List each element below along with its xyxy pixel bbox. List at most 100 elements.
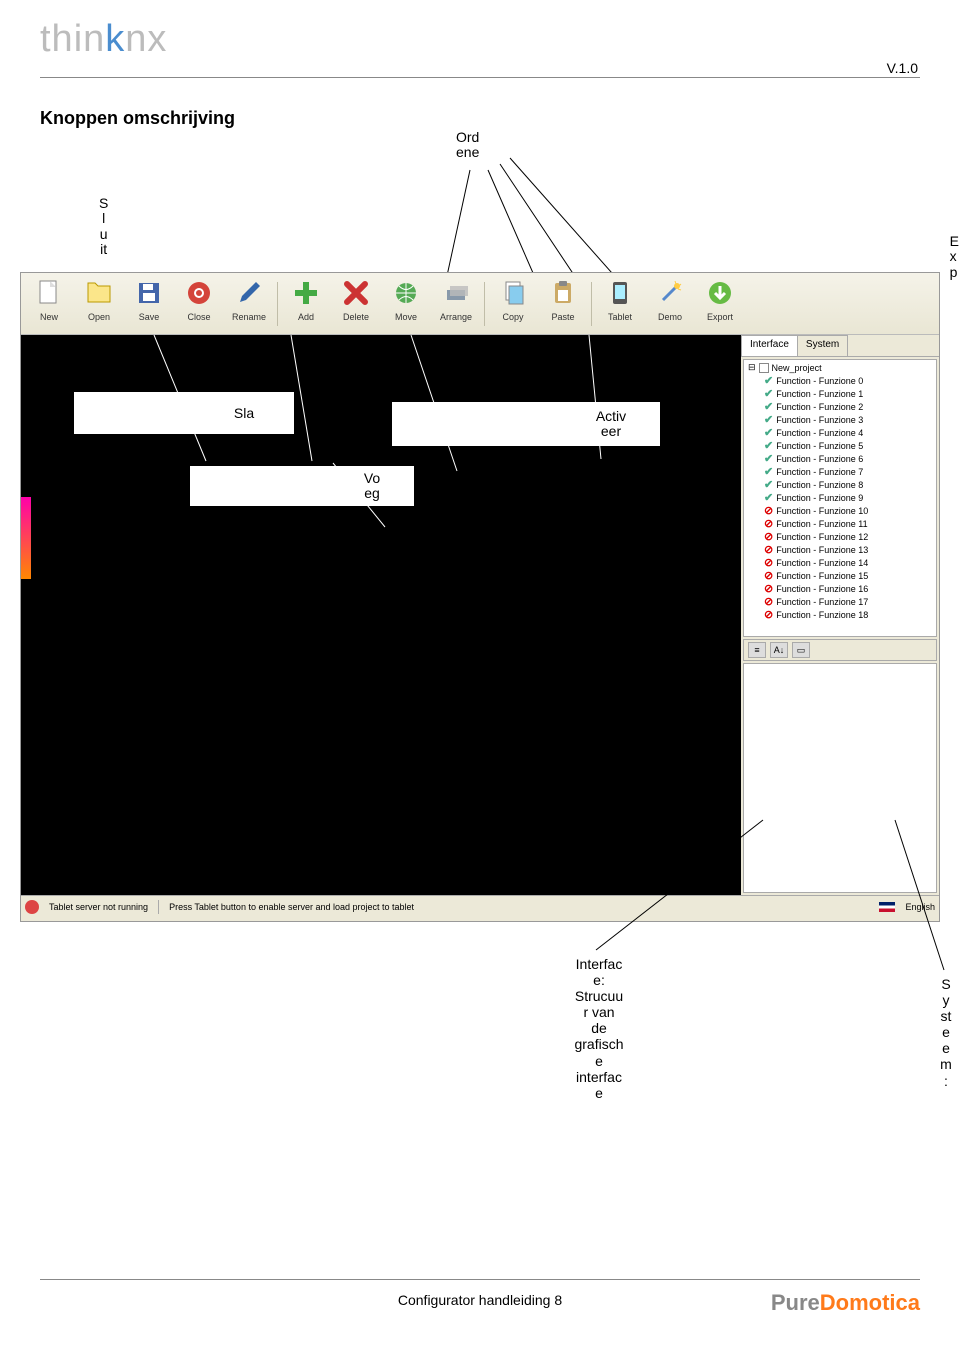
add-button[interactable]: Add bbox=[282, 276, 330, 332]
tree-item-label: Function - Funzione 0 bbox=[776, 375, 863, 388]
toolbar-label: Demo bbox=[658, 312, 682, 322]
toolbar-label: Add bbox=[298, 312, 314, 322]
export-icon bbox=[703, 276, 737, 310]
move-icon bbox=[389, 276, 423, 310]
tree-item[interactable]: ⊘Function - Funzione 12 bbox=[744, 531, 936, 544]
toolbar-label: Delete bbox=[343, 312, 369, 322]
check-icon: ✔ bbox=[764, 479, 773, 492]
close-button[interactable]: Close bbox=[175, 276, 223, 332]
tree-item-label: Function - Funzione 8 bbox=[776, 479, 863, 492]
rename-button[interactable]: Rename bbox=[225, 276, 273, 332]
tree-item[interactable]: ✔Function - Funzione 7 bbox=[744, 466, 936, 479]
check-icon: ✔ bbox=[764, 388, 773, 401]
check-icon: ✔ bbox=[764, 427, 773, 440]
check-icon: ✔ bbox=[764, 375, 773, 388]
status-lang[interactable]: English bbox=[905, 902, 935, 912]
forbidden-icon: ⊘ bbox=[764, 505, 773, 518]
save-button[interactable]: Save bbox=[125, 276, 173, 332]
tree-item-label: Function - Funzione 14 bbox=[776, 557, 868, 570]
callout-voeg: Vo eg bbox=[190, 466, 414, 506]
tree-item-label: Function - Funzione 15 bbox=[776, 570, 868, 583]
forbidden-icon: ⊘ bbox=[764, 518, 773, 531]
tree-item-label: Function - Funzione 7 bbox=[776, 466, 863, 479]
prop-cat-icon[interactable]: ≡ bbox=[748, 642, 766, 658]
toolbar-separator bbox=[591, 282, 592, 326]
toolbar-label: Paste bbox=[551, 312, 574, 322]
tree-item[interactable]: ⊘Function - Funzione 18 bbox=[744, 609, 936, 622]
move-button[interactable]: Move bbox=[382, 276, 430, 332]
toolbar-separator bbox=[277, 282, 278, 326]
tree-item-label: Function - Funzione 1 bbox=[776, 388, 863, 401]
tree-item[interactable]: ✔Function - Funzione 9 bbox=[744, 492, 936, 505]
paste-button[interactable]: Paste bbox=[539, 276, 587, 332]
tree-item[interactable]: ✔Function - Funzione 1 bbox=[744, 388, 936, 401]
property-pane bbox=[743, 663, 937, 893]
version-label: V.1.0 bbox=[887, 60, 918, 76]
forbidden-icon: ⊘ bbox=[764, 557, 773, 570]
check-icon: ✔ bbox=[764, 453, 773, 466]
section-title: Knoppen omschrijving bbox=[40, 108, 920, 129]
toolbar-label: Arrange bbox=[440, 312, 472, 322]
forbidden-icon: ⊘ bbox=[764, 531, 773, 544]
page-header: thinknx V.1.0 bbox=[0, 0, 960, 69]
tree-item[interactable]: ⊘Function - Funzione 13 bbox=[744, 544, 936, 557]
delete-button[interactable]: Delete bbox=[332, 276, 380, 332]
footer-rule bbox=[40, 1279, 920, 1280]
copy-button[interactable]: Copy bbox=[489, 276, 537, 332]
paste-icon bbox=[546, 276, 580, 310]
tree-item-label: Function - Funzione 2 bbox=[776, 401, 863, 414]
tree-item[interactable]: ✔Function - Funzione 3 bbox=[744, 414, 936, 427]
tree-item-label: Function - Funzione 5 bbox=[776, 440, 863, 453]
forbidden-icon: ⊘ bbox=[764, 544, 773, 557]
content-area: Knoppen omschrijving Ord ene S l u it E … bbox=[0, 78, 960, 129]
tree-item[interactable]: ⊘Function - Funzione 14 bbox=[744, 557, 936, 570]
tree-item[interactable]: ✔Function - Funzione 5 bbox=[744, 440, 936, 453]
tree-root[interactable]: ⊟New_project bbox=[744, 360, 936, 375]
add-icon bbox=[289, 276, 323, 310]
check-icon: ✔ bbox=[764, 466, 773, 479]
tree-item[interactable]: ⊘Function - Funzione 11 bbox=[744, 518, 936, 531]
tree-pane[interactable]: ⊟New_project✔Function - Funzione 0✔Funct… bbox=[743, 359, 937, 637]
arrange-icon bbox=[439, 276, 473, 310]
toolbar-label: Rename bbox=[232, 312, 266, 322]
delete-icon bbox=[339, 276, 373, 310]
check-icon: ✔ bbox=[764, 414, 773, 427]
tree-item-label: Function - Funzione 16 bbox=[776, 583, 868, 596]
demo-button[interactable]: Demo bbox=[646, 276, 694, 332]
toolbar-label: New bbox=[40, 312, 58, 322]
tree-item[interactable]: ✔Function - Funzione 8 bbox=[744, 479, 936, 492]
tablet-button[interactable]: Tablet bbox=[596, 276, 644, 332]
tab-system[interactable]: System bbox=[797, 335, 848, 356]
tree-item[interactable]: ✔Function - Funzione 2 bbox=[744, 401, 936, 414]
new-button[interactable]: New bbox=[25, 276, 73, 332]
tab-interface[interactable]: Interface bbox=[741, 335, 798, 356]
demo-icon bbox=[653, 276, 687, 310]
tree-item[interactable]: ⊘Function - Funzione 17 bbox=[744, 596, 936, 609]
tree-item[interactable]: ✔Function - Funzione 6 bbox=[744, 453, 936, 466]
new-icon bbox=[32, 276, 66, 310]
label-sluit: S l u it bbox=[99, 196, 108, 258]
prop-page-icon[interactable]: ▭ bbox=[792, 642, 810, 658]
thinknx-logo: thinknx bbox=[40, 18, 920, 61]
tree-item[interactable]: ⊘Function - Funzione 16 bbox=[744, 583, 936, 596]
annotation-interface: Interfac e: Strucuu r van de grafisch e … bbox=[554, 956, 644, 1101]
arrange-button[interactable]: Arrange bbox=[432, 276, 480, 332]
tree-item[interactable]: ⊘Function - Funzione 10 bbox=[744, 505, 936, 518]
export-button[interactable]: Export bbox=[696, 276, 744, 332]
label-ordene: Ord ene bbox=[456, 130, 479, 161]
tree-item-label: Function - Funzione 17 bbox=[776, 596, 868, 609]
tree-item[interactable]: ✔Function - Funzione 4 bbox=[744, 427, 936, 440]
callout-activ: Activ eer bbox=[392, 402, 660, 446]
forbidden-icon: ⊘ bbox=[764, 583, 773, 596]
tree-item[interactable]: ✔Function - Funzione 0 bbox=[744, 375, 936, 388]
toolbar-label: Tablet bbox=[608, 312, 632, 322]
prop-sort-icon[interactable]: A↓ bbox=[770, 642, 788, 658]
tree-item-label: Function - Funzione 6 bbox=[776, 453, 863, 466]
app-screenshot: New Open Save Close Rename Add Delete Move Arran… bbox=[20, 272, 940, 922]
tree-item-label: Function - Funzione 11 bbox=[776, 518, 867, 531]
tree-item[interactable]: ⊘Function - Funzione 15 bbox=[744, 570, 936, 583]
toolbar-label: Save bbox=[139, 312, 160, 322]
toolbar-label: Open bbox=[88, 312, 110, 322]
close-icon bbox=[182, 276, 216, 310]
open-button[interactable]: Open bbox=[75, 276, 123, 332]
